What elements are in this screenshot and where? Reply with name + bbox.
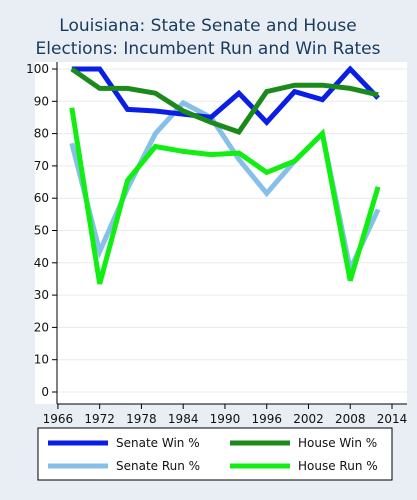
x-tick-label: 1990 [210, 412, 241, 426]
series-line-house-run [69, 107, 381, 285]
y-tick-label: 10 [34, 353, 49, 367]
series-line-house-win [70, 66, 379, 135]
chart-title-line-2: Elections: Incumbent Run and Win Rates [36, 39, 381, 59]
legend-label-house-win: House Win % [298, 436, 377, 450]
x-tick-label: 2002 [293, 412, 324, 426]
y-tick-label: 30 [34, 288, 49, 302]
x-tick-label: 1996 [251, 412, 282, 426]
y-tick-label: 40 [34, 256, 49, 270]
y-tick-label: 100 [26, 62, 49, 76]
y-tick-label: 60 [34, 191, 49, 205]
y-tick-label: 0 [41, 385, 49, 399]
series-lines [69, 65, 381, 285]
x-axis-ticks: 1966 1972 1978 1984 1990 1996 2002 2008 2014 [43, 404, 408, 426]
x-tick-label: 1972 [84, 412, 115, 426]
legend: Senate Win % House Win % Senate Run % House… [48, 436, 378, 473]
series-line-senate-win [71, 65, 380, 126]
chart-title-line-1: Louisiana: State Senate and House [59, 16, 356, 36]
axes [56, 62, 407, 405]
y-tick-label: 20 [34, 320, 49, 334]
x-tick-label: 2008 [335, 412, 366, 426]
y-tick-label: 80 [34, 127, 49, 141]
y-axis-ticks: 0 10 20 30 40 50 60 70 80 90 100 [26, 62, 57, 399]
x-tick-label: 1984 [168, 412, 199, 426]
x-tick-label: 2014 [377, 412, 408, 426]
legend-label-senate-win: Senate Win % [116, 436, 200, 450]
x-tick-label: 1978 [126, 412, 157, 426]
legend-box [37, 427, 393, 481]
y-tick-label: 90 [34, 94, 49, 108]
legend-label-house-run: House Run % [298, 459, 378, 473]
legend-label-senate-run: Senate Run % [116, 459, 200, 473]
y-tick-label: 70 [34, 159, 49, 173]
x-tick-label: 1966 [43, 412, 74, 426]
y-tick-label: 50 [34, 224, 49, 238]
